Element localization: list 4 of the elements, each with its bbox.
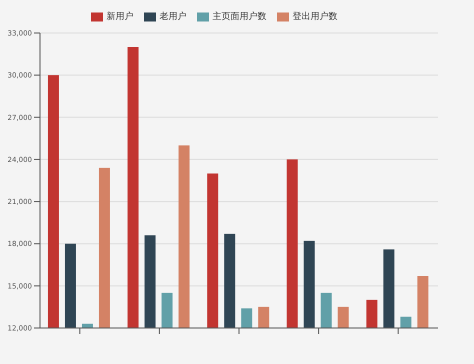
legend-label: 老用户 bbox=[160, 12, 186, 22]
legend-label: 登出用户数 bbox=[292, 12, 338, 22]
legend-label: 主页面用户数 bbox=[212, 12, 266, 22]
legend-label: 新用户 bbox=[106, 12, 134, 22]
